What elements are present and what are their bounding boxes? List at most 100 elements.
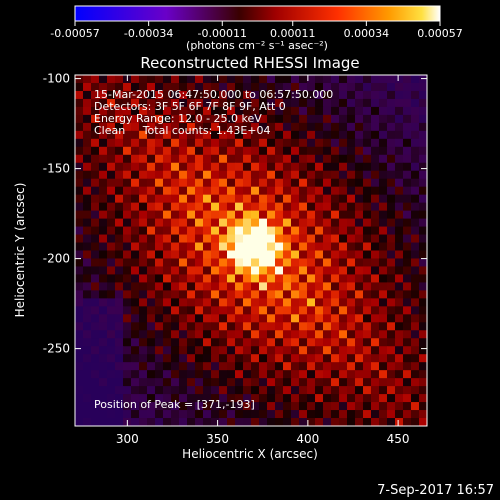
heatmap-cell xyxy=(395,106,404,116)
heatmap-cell xyxy=(323,178,332,188)
heatmap-cell xyxy=(179,202,188,212)
heatmap-cell xyxy=(403,178,412,188)
heatmap-cell xyxy=(315,202,324,212)
heatmap-cell xyxy=(227,258,236,268)
heatmap-cell xyxy=(355,82,364,92)
heatmap-cell xyxy=(83,258,92,268)
heatmap-cell xyxy=(403,186,412,196)
heatmap-cell xyxy=(107,122,116,132)
heatmap-cell xyxy=(267,306,276,315)
heatmap-cell xyxy=(147,266,156,276)
heatmap-cell xyxy=(227,282,236,291)
heatmap-cell xyxy=(91,346,100,355)
heatmap-cell xyxy=(203,202,212,212)
heatmap-cell xyxy=(251,322,260,331)
heatmap-cell xyxy=(163,290,172,299)
heatmap-cell xyxy=(155,354,164,363)
heatmap-cell xyxy=(347,354,356,363)
heatmap-cell xyxy=(219,138,228,148)
heatmap-cell xyxy=(171,202,180,212)
heatmap-cell xyxy=(323,146,332,156)
heatmap-cell xyxy=(275,130,284,140)
heatmap-cell xyxy=(227,226,236,236)
heatmap-cell xyxy=(259,98,268,108)
heatmap-cell xyxy=(283,186,292,196)
heatmap-cell xyxy=(291,378,300,387)
heatmap-cell xyxy=(163,282,172,291)
heatmap-cell xyxy=(275,330,284,339)
heatmap-cell xyxy=(283,386,292,395)
heatmap-cell xyxy=(275,210,284,220)
heatmap-cell xyxy=(291,410,300,419)
heatmap-cell xyxy=(91,362,100,371)
heatmap-cell xyxy=(99,314,108,323)
heatmap-cell xyxy=(283,75,292,84)
heatmap-cell xyxy=(75,362,84,371)
heatmap-cell xyxy=(251,290,260,299)
heatmap-cell xyxy=(267,298,276,307)
heatmap-cell xyxy=(139,194,148,204)
heatmap-cell xyxy=(187,418,196,426)
heatmap-cell xyxy=(315,362,324,371)
heatmap-cell xyxy=(259,178,268,188)
heatmap-cell xyxy=(419,362,427,371)
heatmap-cell xyxy=(315,106,324,116)
heatmap-cell xyxy=(131,186,140,196)
heatmap-cell xyxy=(115,370,124,379)
heatmap-cell xyxy=(291,330,300,339)
heatmap-cell xyxy=(235,314,244,323)
heatmap-cell xyxy=(323,98,332,108)
heatmap-cell xyxy=(211,186,220,196)
heatmap-cell xyxy=(267,138,276,148)
heatmap-cell xyxy=(339,218,348,228)
heatmap-cell xyxy=(243,410,252,419)
heatmap-cell xyxy=(363,306,372,315)
heatmap-cell xyxy=(251,402,260,411)
heatmap-cell xyxy=(131,410,140,419)
heatmap-cell xyxy=(187,170,196,180)
heatmap-cell xyxy=(155,290,164,299)
heatmap-cell xyxy=(315,282,324,291)
heatmap-cell xyxy=(235,306,244,315)
heatmap-cell xyxy=(227,242,236,252)
heatmap-cell xyxy=(171,282,180,291)
heatmap-cell xyxy=(299,90,308,100)
heatmap-cell xyxy=(83,242,92,252)
heatmap-cell xyxy=(91,178,100,188)
heatmap-cell xyxy=(355,306,364,315)
heatmap-cell xyxy=(83,378,92,387)
heatmap-cell xyxy=(291,82,300,92)
heatmap-cell xyxy=(419,218,427,228)
heatmap-cell xyxy=(107,154,116,164)
heatmap-cell xyxy=(331,242,340,252)
heatmap-cell xyxy=(307,402,316,411)
heatmap-cell xyxy=(347,314,356,323)
heatmap-cell xyxy=(219,130,228,140)
heatmap-cell xyxy=(99,242,108,252)
heatmap-cell xyxy=(355,330,364,339)
heatmap-cell xyxy=(227,114,236,124)
heatmap-cell xyxy=(243,98,252,108)
heatmap-cell xyxy=(211,114,220,124)
heatmap-cell xyxy=(83,146,92,156)
heatmap-cell xyxy=(363,250,372,260)
heatmap-cell xyxy=(123,114,132,124)
heatmap-cell xyxy=(323,162,332,172)
heatmap-cell xyxy=(419,186,427,196)
heatmap-cell xyxy=(243,82,252,92)
heatmap-cell xyxy=(275,250,284,260)
heatmap-cell xyxy=(75,338,84,347)
heatmap-cell xyxy=(387,410,396,419)
heatmap-cell xyxy=(195,418,204,426)
heatmap-cell xyxy=(339,410,348,419)
heatmap-cell xyxy=(379,258,388,268)
heatmap-cell xyxy=(211,130,220,140)
heatmap-cell xyxy=(235,162,244,172)
heatmap-cell xyxy=(363,226,372,236)
heatmap-cell xyxy=(363,242,372,252)
heatmap-cell xyxy=(363,82,372,92)
heatmap-cell xyxy=(403,322,412,331)
heatmap-cell xyxy=(379,290,388,299)
heatmap-cell xyxy=(355,282,364,291)
heatmap-cell xyxy=(299,330,308,339)
